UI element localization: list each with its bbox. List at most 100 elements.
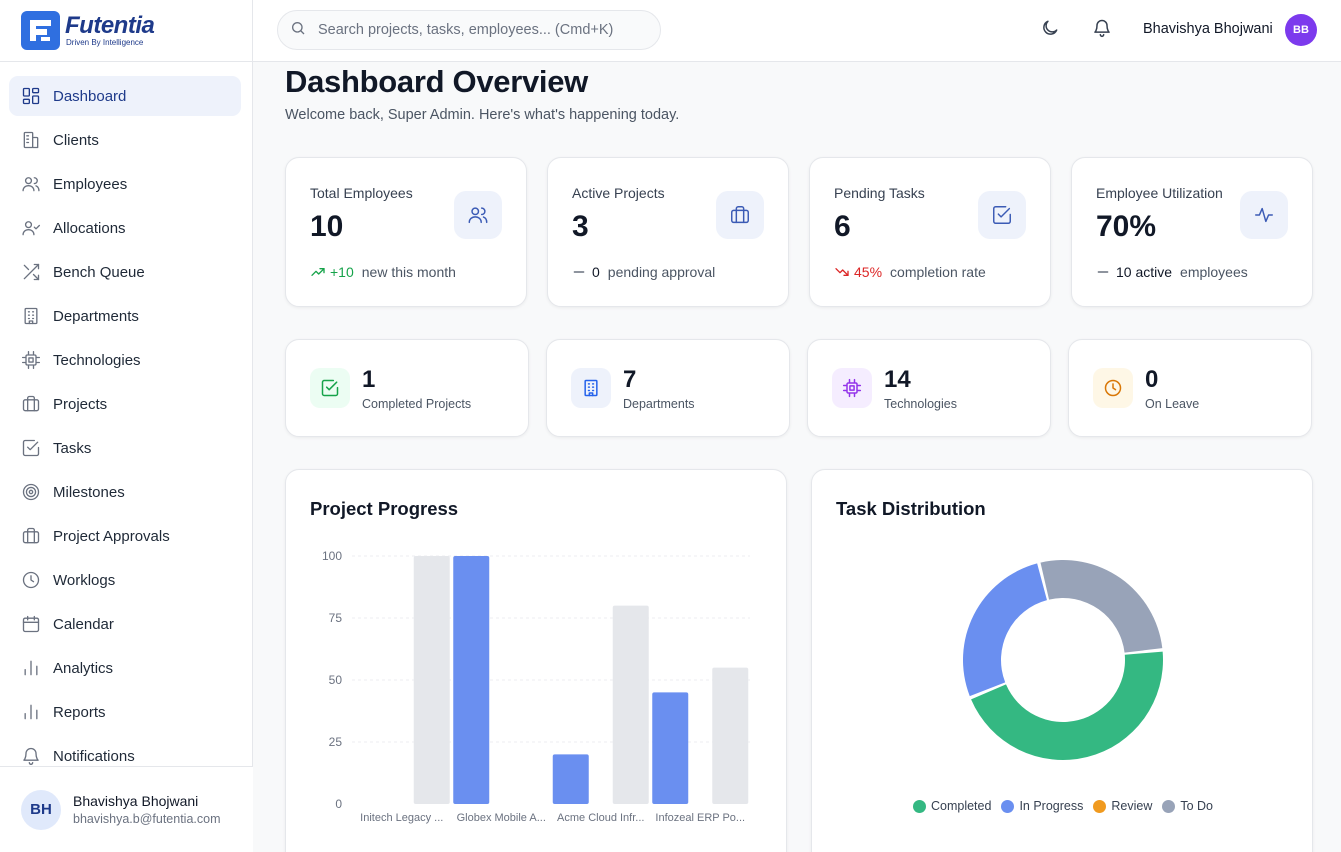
sidebar-item-label: Bench Queue bbox=[53, 263, 145, 281]
page-title: Dashboard Overview bbox=[285, 64, 588, 99]
sidebar-item-tasks[interactable]: Tasks bbox=[9, 428, 241, 468]
stat-card-pending-tasks[interactable]: Pending Tasks 6 45% completion rate bbox=[809, 157, 1051, 307]
sidebar-user-profile[interactable]: BH Bhavishya Bhojwani bhavishya.b@futent… bbox=[0, 766, 253, 852]
target-icon bbox=[21, 482, 41, 502]
sidebar-item-employees[interactable]: Employees bbox=[9, 164, 241, 204]
search-icon bbox=[290, 20, 306, 41]
minus-icon bbox=[1096, 265, 1110, 279]
sidebar-item-project-approvals[interactable]: Project Approvals bbox=[9, 516, 241, 556]
header-avatar[interactable]: BB bbox=[1285, 14, 1317, 46]
project-progress-chart: 0 25 50 75 100 Initech Legacy ... Globex Mobil… bbox=[322, 549, 750, 824]
donut-slice-in-progress[interactable] bbox=[963, 563, 1047, 697]
legend-item-completed[interactable]: Completed bbox=[912, 799, 992, 813]
sidebar-item-worklogs[interactable]: Worklogs bbox=[9, 560, 241, 600]
stat-card-total-employees[interactable]: Total Employees 10 +10 new this month bbox=[285, 157, 527, 307]
check-square-icon bbox=[310, 368, 350, 408]
x-tick-label: Acme Cloud Infr... bbox=[557, 812, 644, 824]
chart-legend: Completed In Progress Review To Do bbox=[812, 799, 1314, 813]
sidebar-item-dashboard[interactable]: Dashboard bbox=[9, 76, 241, 116]
theme-toggle-button[interactable] bbox=[1037, 17, 1063, 43]
bar-progress[interactable] bbox=[552, 754, 589, 804]
sidebar-item-label: Departments bbox=[53, 307, 139, 325]
cpu-icon bbox=[832, 368, 872, 408]
mini-stat-label: On Leave bbox=[1145, 397, 1200, 411]
stat-card-employee-utilization[interactable]: Employee Utilization 70% 10 active employee… bbox=[1071, 157, 1313, 307]
logo-icon bbox=[21, 11, 60, 50]
sidebar-item-notifications[interactable]: Notifications bbox=[9, 736, 241, 776]
notifications-button[interactable] bbox=[1089, 17, 1115, 43]
bar-chart-icon bbox=[21, 658, 41, 678]
bar-progress[interactable] bbox=[652, 692, 689, 804]
mini-stat-card-completed-projects[interactable]: 1 Completed Projects bbox=[285, 339, 529, 437]
bar-remaining[interactable] bbox=[413, 556, 450, 804]
stat-trend: 10 active employees bbox=[1096, 264, 1248, 280]
bar-remaining[interactable] bbox=[712, 667, 749, 804]
sidebar-item-label: Technologies bbox=[53, 351, 141, 369]
profile-email: bhavishya.b@futentia.com bbox=[73, 812, 221, 826]
users-icon bbox=[21, 174, 41, 194]
legend-item-in-progress[interactable]: In Progress bbox=[1001, 799, 1083, 813]
brand-logo[interactable]: Futentia Driven By Intelligence bbox=[0, 0, 252, 62]
mini-stat-card-technologies[interactable]: 14 Technologies bbox=[807, 339, 1051, 437]
calendar-icon bbox=[21, 614, 41, 634]
legend-label: Completed bbox=[930, 799, 992, 813]
search-input[interactable] bbox=[318, 22, 648, 38]
sidebar-item-clients[interactable]: Clients bbox=[9, 120, 241, 160]
y-tick-label: 50 bbox=[329, 673, 343, 687]
panel-title: Project Progress bbox=[310, 498, 459, 519]
donut-slice-to-do[interactable] bbox=[1040, 560, 1163, 653]
office-building-icon bbox=[21, 306, 41, 326]
users-icon bbox=[454, 191, 502, 239]
legend-item-review[interactable]: Review bbox=[1093, 799, 1152, 813]
legend-swatch bbox=[1001, 799, 1015, 813]
office-building-icon bbox=[571, 368, 611, 408]
mini-stat-label: Departments bbox=[623, 397, 695, 411]
sidebar-item-reports[interactable]: Reports bbox=[9, 692, 241, 732]
header-user-name[interactable]: Bhavishya Bhojwani bbox=[1143, 21, 1273, 37]
stat-label: Total Employees bbox=[310, 185, 413, 201]
x-tick-label: Infozeal ERP Po... bbox=[655, 812, 745, 824]
legend-swatch bbox=[1162, 799, 1176, 813]
y-tick-label: 75 bbox=[329, 611, 343, 625]
mini-stat-card-on-leave[interactable]: 0 On Leave bbox=[1068, 339, 1312, 437]
sidebar-nav: Dashboard Clients Employees Allocations Benc… bbox=[9, 76, 241, 780]
stat-card-active-projects[interactable]: Active Projects 3 0 pending approval bbox=[547, 157, 789, 307]
sidebar-item-technologies[interactable]: Technologies bbox=[9, 340, 241, 380]
page-subtitle: Welcome back, Super Admin. Here's what's… bbox=[285, 107, 680, 123]
trend-text: pending approval bbox=[607, 264, 716, 280]
avatar: BH bbox=[21, 789, 61, 830]
sidebar-item-allocations[interactable]: Allocations bbox=[9, 208, 241, 248]
sidebar-item-calendar[interactable]: Calendar bbox=[9, 604, 241, 644]
clock-icon bbox=[1093, 368, 1133, 408]
bell-icon bbox=[1092, 18, 1112, 43]
mini-stat-value: 7 bbox=[623, 366, 637, 393]
trend-value: +10 bbox=[330, 264, 354, 280]
trend-text: employees bbox=[1180, 264, 1248, 280]
bar-progress[interactable] bbox=[453, 556, 490, 804]
sidebar-item-projects[interactable]: Projects bbox=[9, 384, 241, 424]
sidebar-item-bench-queue[interactable]: Bench Queue bbox=[9, 252, 241, 292]
trend-value: 0 bbox=[592, 264, 600, 280]
sidebar-item-analytics[interactable]: Analytics bbox=[9, 648, 241, 688]
bar-remaining[interactable] bbox=[612, 605, 649, 804]
panel-title: Task Distribution bbox=[836, 498, 986, 519]
sidebar-item-label: Project Approvals bbox=[53, 527, 170, 545]
moon-icon bbox=[1040, 18, 1060, 43]
sidebar-item-milestones[interactable]: Milestones bbox=[9, 472, 241, 512]
x-tick-label: Initech Legacy ... bbox=[360, 812, 443, 824]
legend-label: Review bbox=[1111, 799, 1153, 813]
stat-trend: 0 pending approval bbox=[572, 264, 715, 280]
sidebar-item-label: Calendar bbox=[53, 615, 114, 633]
check-square-icon bbox=[21, 438, 41, 458]
search-bar[interactable] bbox=[277, 10, 661, 50]
legend-swatch bbox=[1093, 799, 1107, 813]
legend-label: To Do bbox=[1180, 799, 1214, 813]
mini-stat-card-departments[interactable]: 7 Departments bbox=[546, 339, 790, 437]
legend-item-to-do[interactable]: To Do bbox=[1162, 799, 1213, 813]
sidebar-item-departments[interactable]: Departments bbox=[9, 296, 241, 336]
stat-value: 70% bbox=[1096, 210, 1157, 243]
trending-up-icon bbox=[310, 264, 326, 280]
donut-slice-completed[interactable] bbox=[971, 651, 1163, 760]
mini-stat-value: 0 bbox=[1145, 366, 1159, 393]
stat-value: 3 bbox=[572, 210, 589, 243]
